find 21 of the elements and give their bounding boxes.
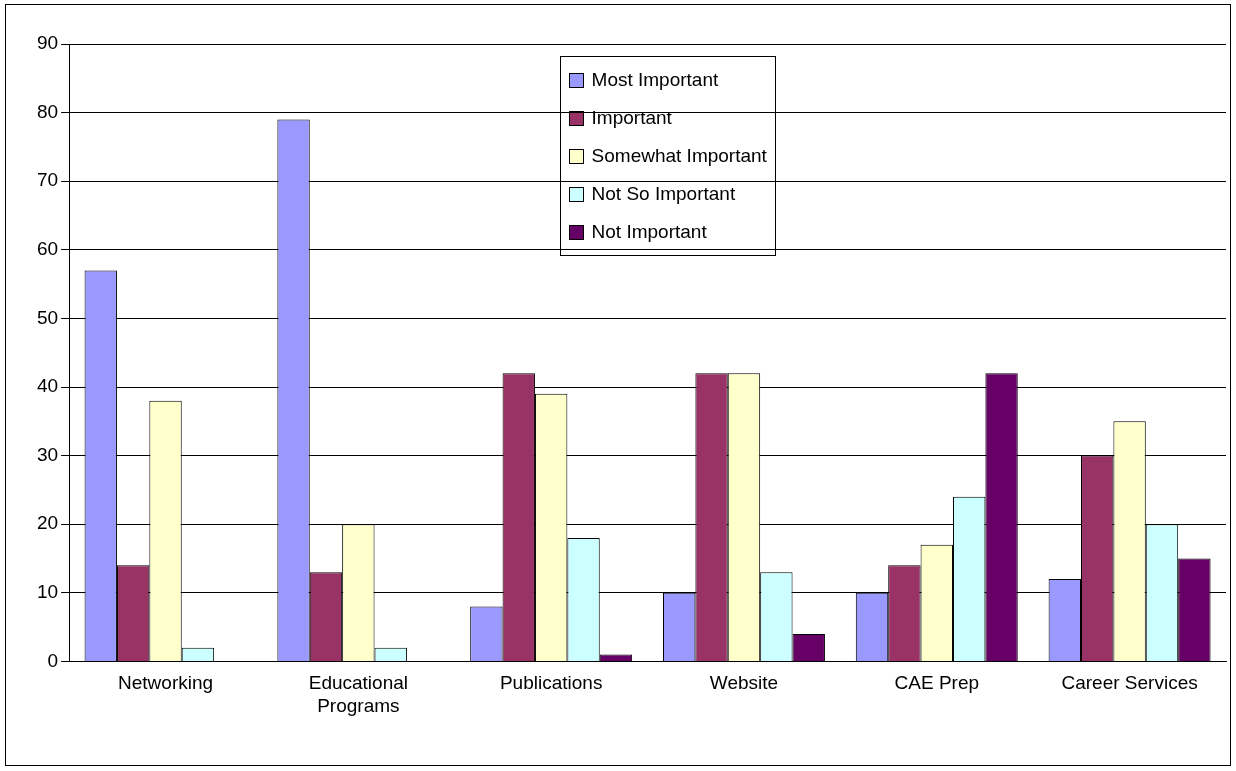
x-tick-label: Career Services bbox=[1061, 672, 1198, 694]
x-tick-label: Educational Programs bbox=[308, 672, 408, 716]
legend-label: Somewhat Important bbox=[591, 145, 767, 167]
y-tick-label: 80 bbox=[36, 100, 59, 122]
legend-label: Not So Important bbox=[591, 183, 736, 205]
y-tick-label: 40 bbox=[36, 375, 59, 397]
y-tick-label: 20 bbox=[36, 512, 59, 534]
y-tick-label: 10 bbox=[36, 581, 59, 603]
legend-label: Most Important bbox=[591, 69, 719, 91]
y-tick-label: 90 bbox=[36, 32, 59, 54]
y-tick-label: 50 bbox=[36, 306, 59, 328]
y-tick-label: 70 bbox=[36, 169, 59, 191]
x-tick-label: CAE Prep bbox=[894, 672, 980, 694]
legend-label: Not Important bbox=[591, 221, 707, 243]
x-tick-label: Publications bbox=[499, 672, 603, 694]
y-tick-label: 30 bbox=[36, 443, 59, 465]
y-tick-label: 0 bbox=[47, 649, 59, 671]
x-tick-label: Website bbox=[709, 672, 779, 694]
x-tick-label: Networking bbox=[118, 672, 214, 694]
y-tick-label: 60 bbox=[36, 238, 59, 260]
legend-label: Important bbox=[591, 107, 672, 129]
